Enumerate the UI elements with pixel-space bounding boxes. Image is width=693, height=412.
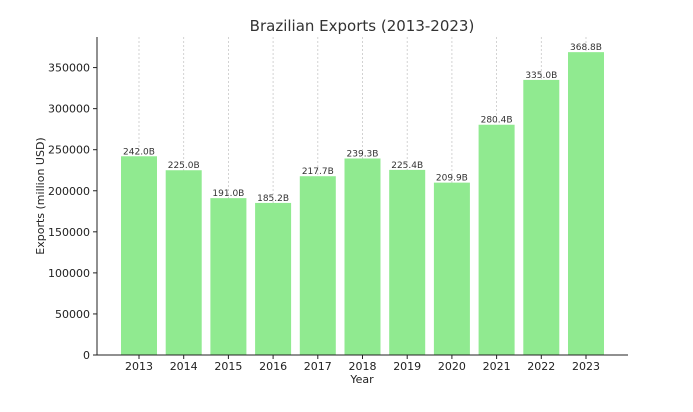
bar-2015 [210, 198, 247, 355]
x-tick-label-2019: 2019 [393, 360, 421, 373]
y-tick-label-300000: 300000 [48, 103, 90, 116]
x-tick-label-2018: 2018 [349, 360, 377, 373]
x-axis-ticks: 2013 2014 2015 2016 2017 2018 2019 2020 2021 2022… [125, 355, 600, 373]
bar-2013 [121, 156, 157, 355]
chart-title: Brazilian Exports (2013-2023) [250, 17, 475, 35]
y-tick-label-0: 0 [83, 349, 90, 362]
y-tick-label-150000: 150000 [48, 226, 90, 239]
bar-2020 [433, 182, 470, 355]
x-axis-label: Year [349, 373, 374, 386]
x-tick-label-2023: 2023 [572, 360, 600, 373]
x-tick-label-2022: 2022 [527, 360, 555, 373]
bars [121, 52, 604, 356]
bar-2019 [389, 169, 426, 355]
x-tick-label-2013: 2013 [125, 360, 153, 373]
data-label-2020: 209.9B [436, 174, 468, 184]
y-axis-label: Exports (million USD) [34, 137, 47, 254]
data-label-2017: 217.7B [302, 167, 334, 177]
data-label-2023: 368.8B [570, 43, 602, 53]
bar-2022 [523, 79, 560, 355]
bar-2017 [299, 176, 336, 355]
x-tick-label-2014: 2014 [170, 360, 198, 373]
data-label-2018: 239.3B [347, 149, 379, 159]
data-label-2022: 335.0B [525, 71, 557, 81]
bar-2016 [255, 202, 292, 355]
y-axis-ticks: 0 50000 100000 150000 200000 250000 300000 3500… [48, 62, 97, 362]
data-label-2016: 185.2B [257, 194, 289, 204]
y-tick-label-250000: 250000 [48, 144, 90, 157]
data-label-2013: 242.0B [123, 147, 155, 157]
x-tick-label-2021: 2021 [483, 360, 511, 373]
data-label-2021: 280.4B [481, 116, 513, 126]
y-tick-label-350000: 350000 [48, 62, 90, 75]
bar-2023 [568, 52, 604, 356]
x-tick-label-2015: 2015 [214, 360, 242, 373]
data-label-2014: 225.0B [168, 161, 200, 171]
y-tick-label-50000: 50000 [55, 308, 90, 321]
x-tick-label-2016: 2016 [259, 360, 287, 373]
y-tick-label-100000: 100000 [48, 267, 90, 280]
bar-2021 [478, 124, 515, 355]
x-tick-label-2017: 2017 [304, 360, 332, 373]
data-label-2019: 225.4B [391, 161, 423, 171]
x-tick-label-2020: 2020 [438, 360, 466, 373]
data-label-2015: 191.0B [212, 189, 244, 199]
data-labels: 242.0B 225.0B 191.0B 185.2B 217.7B 239.3B 225.… [123, 43, 602, 204]
bar-2014 [165, 170, 202, 355]
bar-2018 [344, 158, 381, 355]
y-tick-label-200000: 200000 [48, 185, 90, 198]
